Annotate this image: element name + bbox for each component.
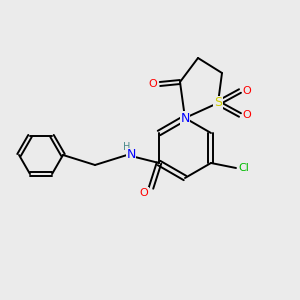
- Text: N: N: [126, 148, 136, 161]
- Text: Cl: Cl: [238, 163, 249, 173]
- Text: H: H: [123, 142, 131, 152]
- Text: O: O: [140, 188, 148, 198]
- Text: N: N: [180, 112, 190, 124]
- Text: S: S: [214, 97, 222, 110]
- Text: O: O: [148, 79, 158, 89]
- Text: O: O: [243, 86, 251, 96]
- Text: O: O: [243, 110, 251, 120]
